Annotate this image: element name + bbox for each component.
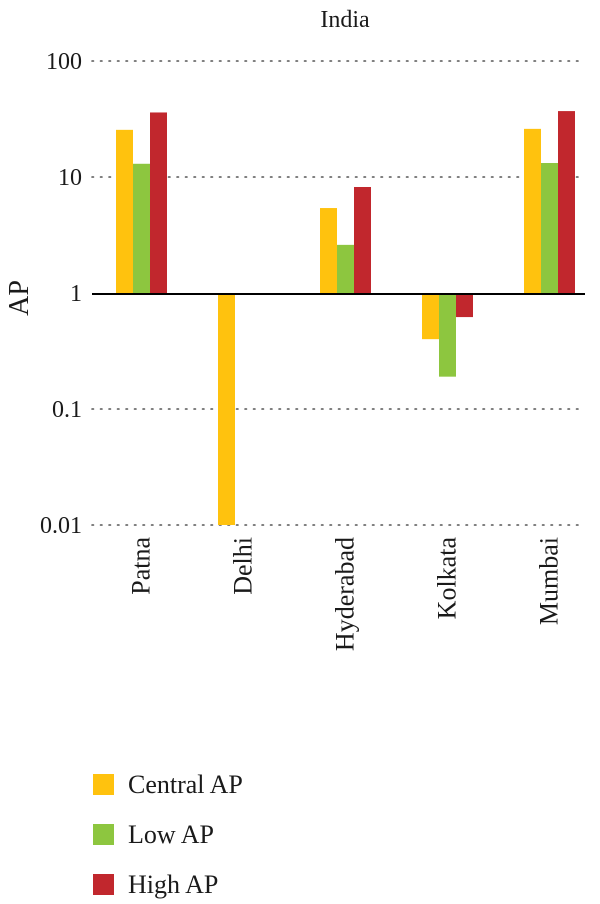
legend-swatch — [93, 774, 114, 795]
y-axis-label: AP — [4, 280, 35, 316]
y-tick-label: 1 — [70, 281, 82, 307]
y-tick-label: 0.1 — [52, 397, 82, 423]
y-tick-labels: 100 10 1 0.1 0.01 — [40, 49, 82, 539]
legend-swatch — [93, 874, 114, 895]
category-label: Kolkata — [433, 537, 462, 620]
bar-mumbai-low-ap — [541, 163, 558, 293]
legend-swatch — [93, 824, 114, 845]
bar-delhi-central-ap — [218, 293, 235, 525]
bar-kolkata-central-ap — [422, 293, 439, 340]
legend-label: Low AP — [128, 820, 214, 849]
category-label: Hyderabad — [331, 537, 360, 651]
bar-patna-high-ap — [150, 112, 167, 294]
bar-hyderabad-high-ap — [354, 186, 371, 293]
gridlines — [91, 60, 586, 526]
bar-patna-low-ap — [133, 163, 150, 293]
bar-hyderabad-low-ap — [337, 244, 354, 293]
bar-patna-central-ap — [116, 129, 133, 293]
bar-hyderabad-central-ap — [320, 208, 337, 293]
chart-title: India — [320, 7, 370, 33]
legend-label: Central AP — [128, 770, 243, 799]
bar-mumbai-central-ap — [524, 128, 541, 293]
bar-mumbai-high-ap — [558, 111, 575, 294]
bar-kolkata-high-ap — [456, 293, 473, 318]
category-label: Delhi — [229, 537, 258, 595]
y-tick-label: 100 — [46, 49, 82, 75]
y-tick-label: 0.01 — [40, 513, 82, 539]
category-label: Mumbai — [535, 537, 564, 625]
category-label: Patna — [127, 537, 156, 595]
y-tick-label: 10 — [58, 165, 82, 191]
category-labels: Patna Delhi Hyderabad Kolkata Mumbai — [127, 537, 564, 652]
legend: Central AP Low AP High AP — [93, 770, 243, 899]
bar-kolkata-low-ap — [439, 293, 456, 377]
legend-label: High AP — [128, 870, 218, 899]
bars — [116, 111, 575, 525]
